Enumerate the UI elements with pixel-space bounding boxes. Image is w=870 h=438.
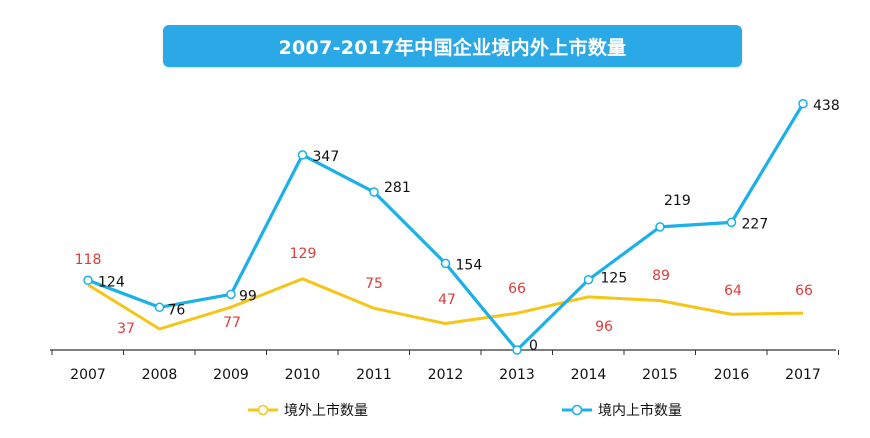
- x-tick-label: 2011: [356, 367, 392, 383]
- series-line-overseas: [87, 277, 804, 331]
- x-tick-label: 2014: [571, 367, 607, 383]
- legend-domestic-marker: [571, 404, 583, 416]
- data-point-domestic: [154, 302, 165, 313]
- data-label-domestic: 219: [664, 193, 691, 209]
- data-label-domestic: 154: [456, 257, 483, 273]
- data-point-domestic: [583, 274, 594, 285]
- x-tick-label: 2016: [714, 367, 750, 383]
- data-label-overseas: 47: [438, 292, 456, 308]
- data-label-overseas: 64: [724, 283, 742, 299]
- data-label-domestic: 0: [529, 338, 538, 354]
- x-tick-label: 2013: [499, 367, 535, 383]
- data-point-domestic: [655, 222, 665, 232]
- data-label-overseas: 37: [117, 321, 135, 337]
- data-point-domestic: [440, 258, 451, 269]
- x-tick-label: 2015: [642, 367, 678, 383]
- data-point-domestic: [369, 187, 379, 197]
- chart-title-bar: 2007-2017年中国企业境内外上市数量: [163, 25, 742, 67]
- data-label-domestic: 76: [168, 302, 186, 318]
- x-tick-label: 2012: [428, 367, 464, 383]
- legend-domestic-label: 境内上市数量: [598, 402, 682, 419]
- x-tick-label: 2009: [213, 367, 249, 383]
- data-label-overseas: 118: [75, 252, 102, 268]
- data-label-domestic: 124: [98, 274, 125, 290]
- data-point-domestic: [226, 289, 236, 300]
- data-label-domestic: 347: [313, 149, 340, 165]
- data-label-overseas: 66: [508, 281, 526, 297]
- series-line-domestic: [87, 102, 805, 352]
- data-label-domestic: 227: [742, 216, 769, 232]
- data-label-overseas: 96: [595, 319, 613, 335]
- data-label-overseas: 89: [652, 268, 670, 284]
- data-label-domestic: 438: [813, 98, 840, 114]
- data-point-domestic: [512, 345, 522, 355]
- data-label-overseas: 77: [223, 315, 241, 331]
- data-label-overseas: 75: [365, 276, 383, 292]
- data-label-domestic: 125: [601, 271, 628, 287]
- data-label-overseas: 129: [290, 246, 317, 262]
- x-tick-label: 2017: [785, 367, 821, 383]
- x-tick-label: 2010: [285, 367, 321, 383]
- x-tick-label: 2007: [70, 367, 106, 383]
- data-point-domestic: [83, 275, 93, 286]
- legend-overseas-label: 境外上市数量: [284, 402, 368, 419]
- data-point-domestic: [297, 150, 308, 160]
- data-point-domestic: [726, 217, 737, 228]
- data-label-overseas: 66: [795, 283, 813, 299]
- legend-overseas-marker: [257, 404, 269, 416]
- chart-title: 2007-2017年中国企业境内外上市数量: [278, 36, 627, 59]
- data-point-domestic: [798, 99, 808, 109]
- data-label-domestic: 99: [239, 288, 257, 304]
- data-label-domestic: 281: [384, 180, 411, 196]
- x-tick-label: 2008: [142, 367, 178, 383]
